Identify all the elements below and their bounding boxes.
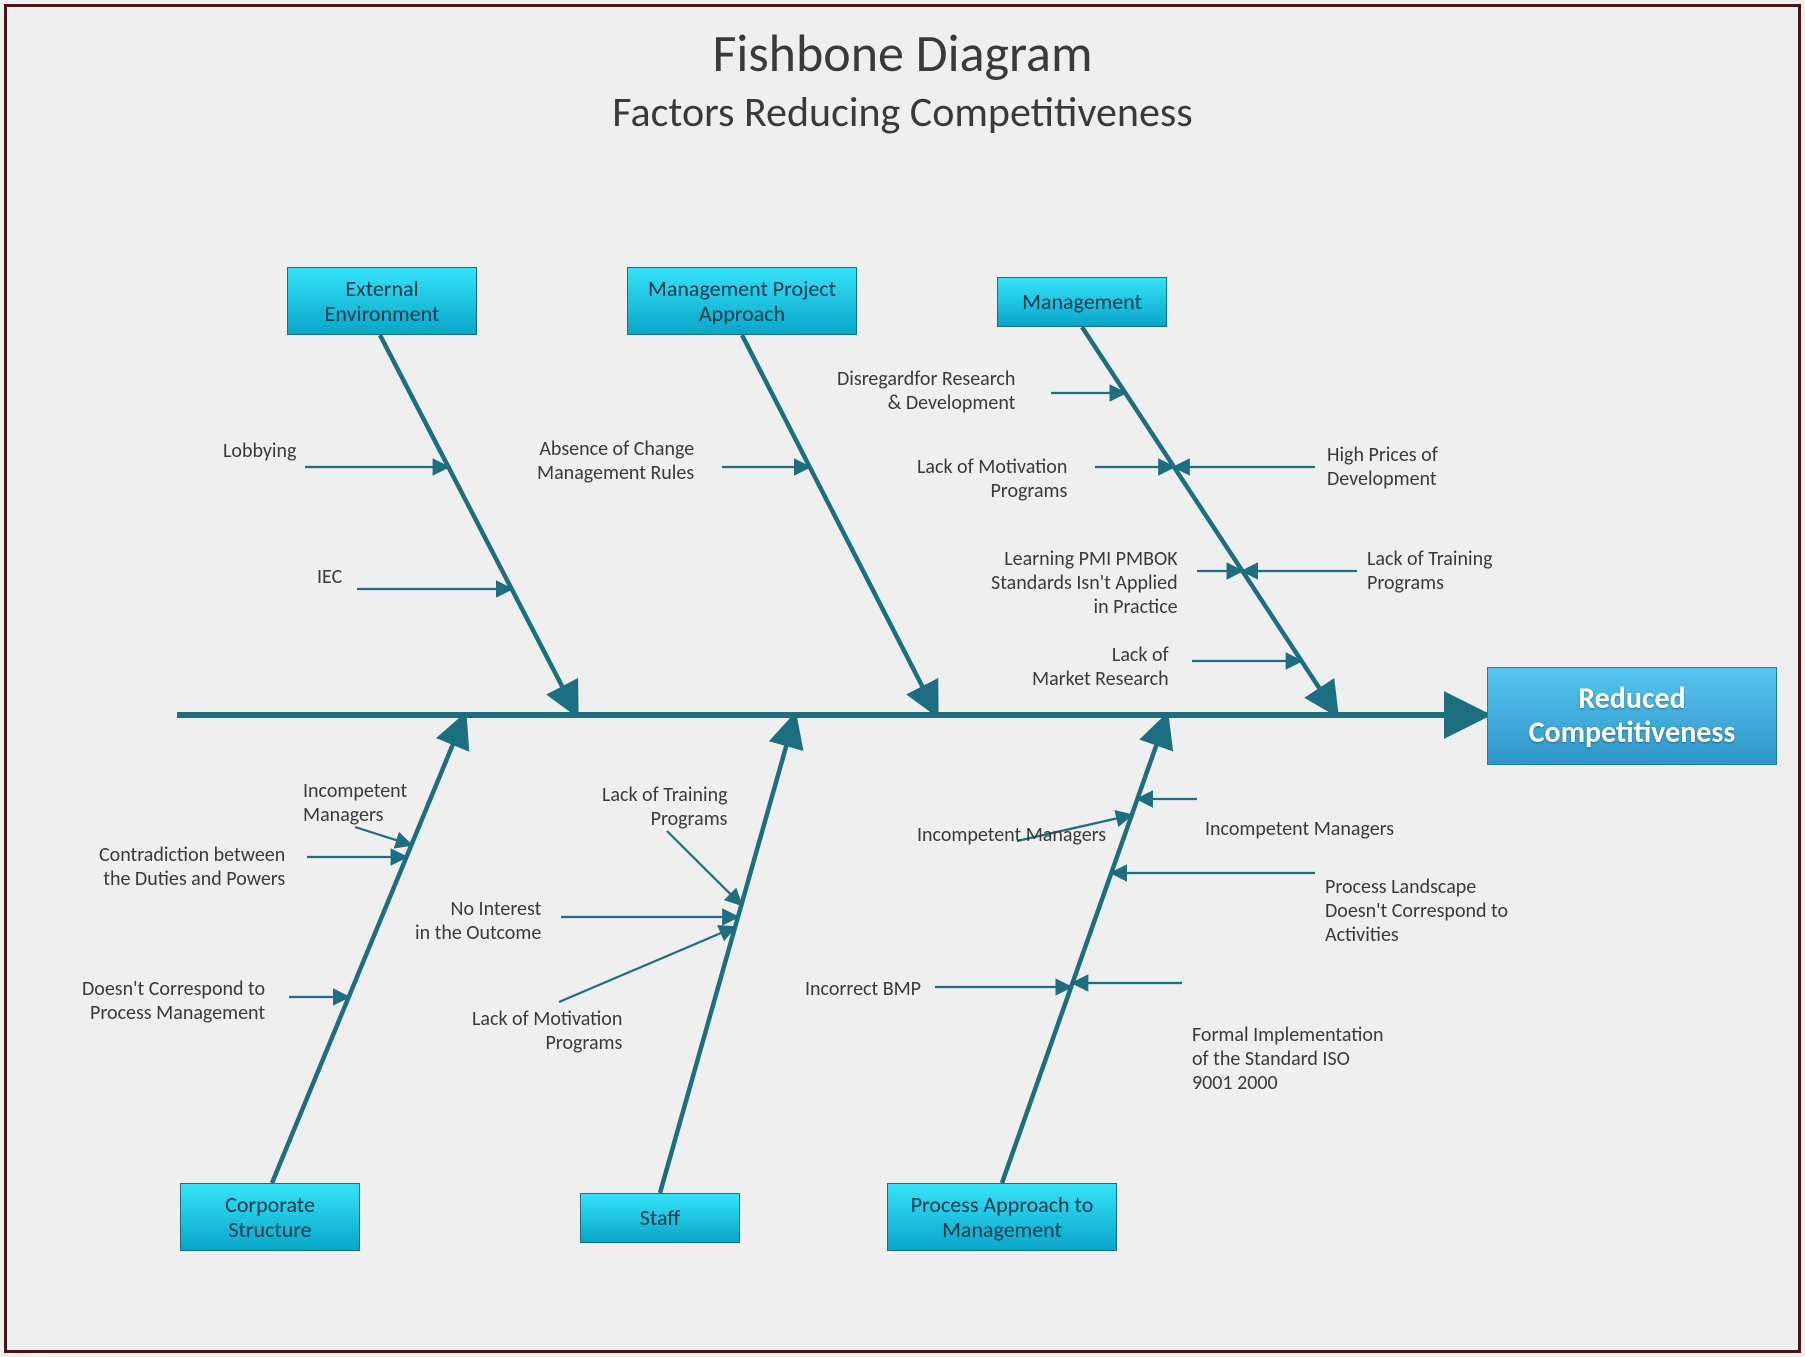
category-staff: Staff xyxy=(580,1193,740,1243)
cause-label: Lack of Motivation Programs xyxy=(472,1007,622,1055)
category-management-project-approach: Management Project Approach xyxy=(627,267,857,335)
cause-label: IEC xyxy=(317,565,342,589)
cause-label: Lack of Training Programs xyxy=(1367,547,1493,595)
cause-label: Formal Implementation of the Standard IS… xyxy=(1192,1023,1383,1095)
cause-label: Disregardfor Research & Development xyxy=(837,367,1015,415)
cause-label: Incompetent Managers xyxy=(303,779,407,827)
cause-label: Incorrect BMP xyxy=(805,977,921,1001)
category-process-approach: Process Approach to Management xyxy=(887,1183,1117,1251)
cause-label: Learning PMI PMBOK Standards Isn't Appli… xyxy=(991,547,1178,619)
cause-label: Doesn't Correspond to Process Management xyxy=(82,977,265,1025)
category-management: Management xyxy=(997,277,1167,327)
cause-label: High Prices of Development xyxy=(1327,443,1438,491)
cause-label: Contradiction between the Duties and Pow… xyxy=(99,843,285,891)
cause-label: Lobbying xyxy=(223,439,296,463)
cause-label: Absence of Change Management Rules xyxy=(537,437,694,485)
effect-head: Reduced Competitiveness xyxy=(1487,667,1777,765)
category-corporate-structure: Corporate Structure xyxy=(180,1183,360,1251)
cause-label: Incompetent Managers xyxy=(917,823,1106,847)
diagram-frame: Fishbone Diagram Factors Reducing Compet… xyxy=(4,4,1801,1353)
cause-label: Process Landscape Doesn't Correspond to … xyxy=(1325,875,1508,947)
cause-label: Lack of Training Programs xyxy=(602,783,728,831)
cause-label: Lack of Motivation Programs xyxy=(917,455,1067,503)
category-external-environment: External Environment xyxy=(287,267,477,335)
cause-label: Incompetent Managers xyxy=(1205,817,1394,841)
cause-label: Lack of Market Research xyxy=(1032,643,1169,691)
cause-label: No Interest in the Outcome xyxy=(415,897,541,945)
